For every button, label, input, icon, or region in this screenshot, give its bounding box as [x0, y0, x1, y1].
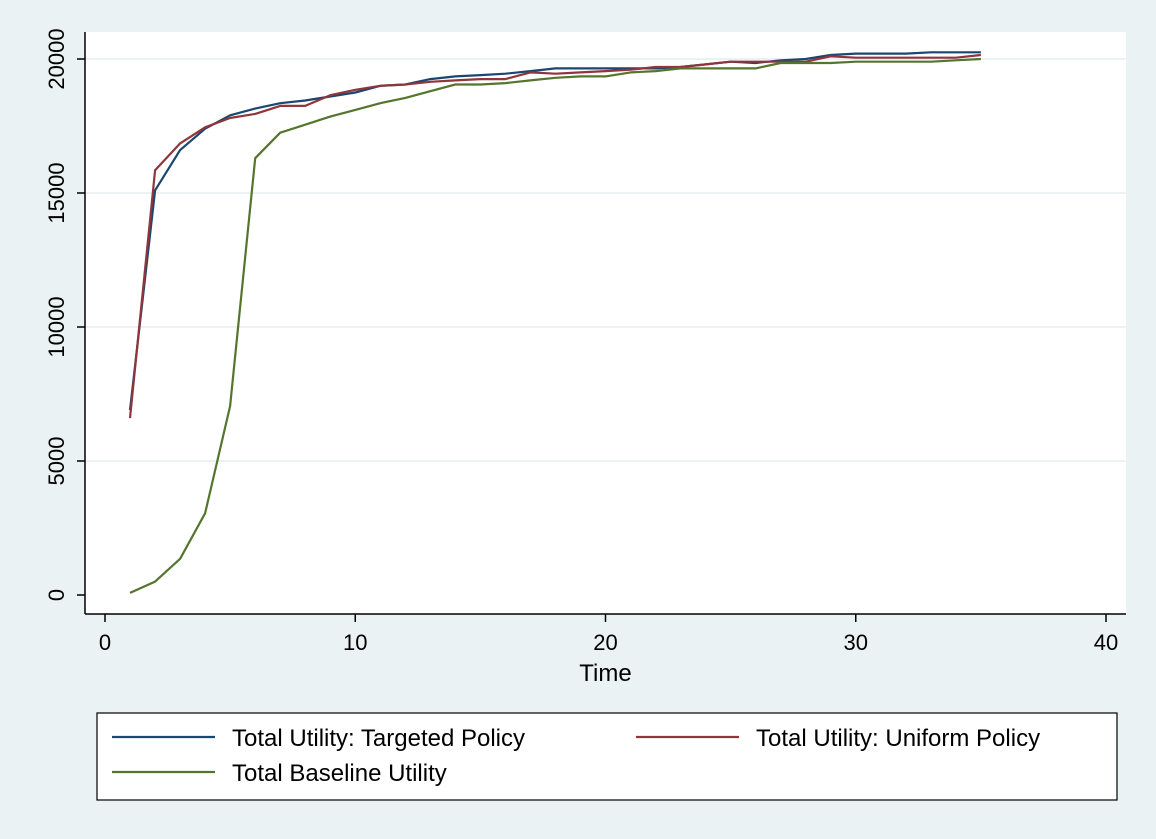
series-line-3	[129, 57, 981, 594]
y-tick-label: 20000	[44, 28, 69, 89]
legend-label-1: Total Utility: Targeted Policy	[232, 725, 525, 752]
x-tick-label: 40	[1094, 630, 1118, 655]
legend: Total Utility: Targeted Policy Total Util…	[96, 712, 1118, 801]
y-tick-label: 15000	[44, 162, 69, 223]
ticks: 0 5000 10000 15000 20000 0 10 20 30 40	[44, 28, 1118, 655]
x-axis-title: Time	[579, 660, 631, 687]
x-tick-label: 10	[343, 630, 367, 655]
y-tick-label: 0	[44, 589, 69, 601]
series-line-2	[128, 53, 982, 419]
x-tick-label: 20	[593, 630, 617, 655]
gridlines	[85, 58, 1126, 462]
x-tick-label: 30	[844, 630, 868, 655]
legend-label-2: Total Utility: Uniform Policy	[756, 725, 1040, 752]
x-tick-label: 0	[99, 630, 111, 655]
legend-label-3: Total Baseline Utility	[232, 760, 447, 787]
series-line-1	[128, 51, 981, 411]
series-lines	[128, 51, 982, 594]
legend-box	[96, 712, 1118, 801]
plot-area-background	[85, 32, 1126, 614]
y-tick-label: 10000	[44, 296, 69, 357]
y-tick-label: 5000	[44, 437, 69, 486]
